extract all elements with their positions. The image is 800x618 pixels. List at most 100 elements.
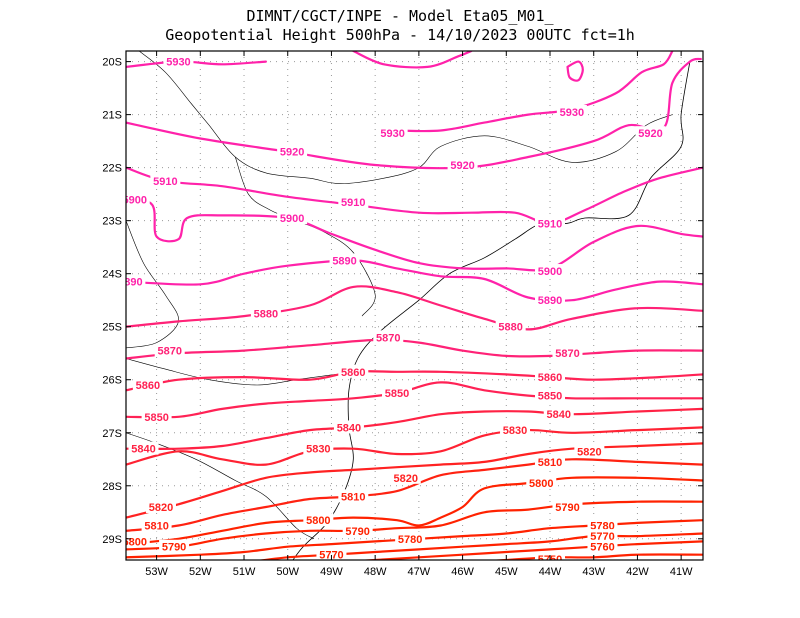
contour-label-bg xyxy=(587,529,618,543)
contour-label-bg xyxy=(342,523,373,537)
height-contours xyxy=(126,51,703,560)
contour-5830 xyxy=(126,426,703,466)
contour-label: 5870 xyxy=(376,332,400,344)
contour-label-bg xyxy=(587,518,618,532)
contour-label-bg xyxy=(303,441,334,455)
contour-label-bg xyxy=(587,539,618,553)
contour-label-bg xyxy=(390,470,421,484)
lon-tick-label: 52W xyxy=(189,566,212,578)
lat-tick-label: 27S xyxy=(102,428,122,440)
contour-label-bg xyxy=(382,385,413,399)
contour-label-bg xyxy=(277,144,308,158)
contour-label-bg xyxy=(126,274,146,288)
lon-tick-label: 41W xyxy=(670,566,693,578)
contour-5870 xyxy=(126,338,703,360)
contour-label-bg xyxy=(635,126,666,140)
contour-label: 5860 xyxy=(136,380,160,392)
contour-label: 5820 xyxy=(149,502,173,514)
contour-label-bg xyxy=(277,211,308,225)
contour-5920 xyxy=(126,57,702,170)
lat-tick-label: 28S xyxy=(102,481,122,493)
lat-tick-label: 23S xyxy=(102,216,122,228)
contour-label: 5890 xyxy=(332,255,356,267)
lat-tick-label: 24S xyxy=(102,269,122,281)
contour-label: 5810 xyxy=(144,521,168,533)
contour-label-bg xyxy=(333,420,364,434)
contour-label: 5880 xyxy=(254,308,278,320)
contour-label: 5900 xyxy=(123,194,147,206)
contour-label-bg xyxy=(535,264,566,278)
contour-5930 xyxy=(126,60,267,68)
contour-label: 5880 xyxy=(498,322,522,334)
contour-label-bg xyxy=(535,388,566,402)
contour-label: 5890 xyxy=(118,277,142,289)
contour-label-bg xyxy=(526,476,557,490)
contour-label: 5800 xyxy=(529,478,553,490)
contour-label: 5850 xyxy=(385,388,409,400)
contour-label-bg xyxy=(145,499,176,513)
latitude-axis: 20S 21S 22S 23S 24S 25S 26S 27S 28S 29S xyxy=(102,57,703,546)
contour-label-bg xyxy=(250,306,281,320)
contour-label-bg xyxy=(141,518,172,532)
contour-label-bg xyxy=(552,499,583,513)
plot-frame xyxy=(125,50,704,561)
lat-tick-label: 25S xyxy=(102,322,122,334)
contour-label-bg xyxy=(377,126,408,140)
lon-tick-label: 49W xyxy=(320,566,343,578)
contour-label: 5930 xyxy=(380,128,404,140)
contour-label-bg xyxy=(535,370,566,384)
lon-tick-label: 42W xyxy=(626,566,649,578)
contour-label: 5890 xyxy=(538,295,562,307)
contour-label: 5910 xyxy=(341,197,365,209)
lon-tick-label: 45W xyxy=(495,566,518,578)
contour-label: 5870 xyxy=(555,348,579,360)
contour-label-bg xyxy=(329,253,360,267)
contour-label-bg xyxy=(552,346,583,360)
chart-title-line1: DIMNT/CGCT/INPE - Model Eta05_M01_ xyxy=(246,7,554,25)
contour-label: 5900 xyxy=(280,213,304,225)
contour-label-bg xyxy=(574,444,605,458)
contour-label-bg xyxy=(150,173,181,187)
contour-label-bg xyxy=(154,343,185,357)
contour-label: 5920 xyxy=(638,128,662,140)
contour-label: 5900 xyxy=(538,266,562,278)
contour-label-bg xyxy=(316,547,347,560)
contour-label-bg xyxy=(447,157,478,171)
lon-tick-label: 46W xyxy=(451,566,474,578)
contour-label-bg xyxy=(373,330,404,344)
contour-label: 5850 xyxy=(538,391,562,403)
contour-label-bg xyxy=(126,192,150,206)
contour-labels: 5930 5930 5930 5920 5920 5920 5910 5910 5910 5900… xyxy=(118,54,666,560)
contour-5840 xyxy=(126,407,703,450)
contour-label-bg xyxy=(338,489,369,503)
contour-label: 5870 xyxy=(157,346,181,358)
chart-title-line2: Geopotential Height 500hPa - 14/10/2023 … xyxy=(165,26,635,44)
contour-label-bg xyxy=(535,216,566,230)
contour-5930 xyxy=(395,51,674,133)
contour-5750 xyxy=(488,553,703,560)
contour-5910 xyxy=(126,166,703,225)
lat-tick-label: 20S xyxy=(102,57,122,69)
contour-label: 5860 xyxy=(341,367,365,379)
contour-label: 5810 xyxy=(341,491,365,503)
contour-5930 xyxy=(352,51,473,69)
lon-tick-label: 47W xyxy=(408,566,431,578)
contour-label-bg xyxy=(128,441,159,455)
lat-tick-label: 22S xyxy=(102,163,122,175)
contour-5890 xyxy=(126,259,703,302)
contour-label: 5790 xyxy=(345,526,369,538)
contour-label: 5800 xyxy=(123,536,147,548)
contour-5860 xyxy=(126,370,703,392)
contour-label: 5840 xyxy=(547,409,571,421)
contour-label: 5840 xyxy=(337,422,361,434)
contour-label: 5810 xyxy=(538,457,562,469)
contour-label-bg xyxy=(495,319,526,333)
lon-tick-label: 44W xyxy=(539,566,562,578)
contour-label: 5780 xyxy=(398,534,422,546)
lon-tick-label: 48W xyxy=(364,566,387,578)
contour-label: 5830 xyxy=(503,425,527,437)
contour-label-bg xyxy=(163,54,194,68)
contour-label: 5850 xyxy=(144,412,168,424)
contour-5810 xyxy=(126,458,703,532)
contour-5900 xyxy=(126,195,703,272)
